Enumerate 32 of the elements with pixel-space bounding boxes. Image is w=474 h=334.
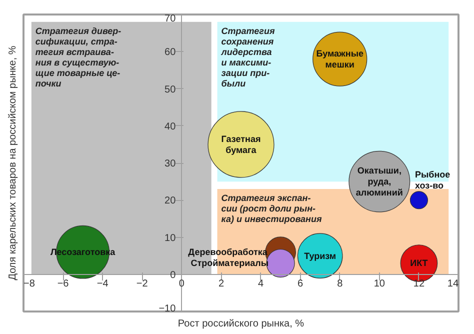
x-tick-label: 12: [413, 278, 425, 290]
band-label: Стратегия дивер- сификации, стра- тегия встраива- ния в существую- щие товарные це- почки: [35, 26, 122, 88]
x-tick-label: 10: [374, 278, 386, 290]
y-axis-title: Доля карельских товаров на российском рынке, %: [8, 46, 18, 280]
band-label: Стратегия экспан- сии (рост доли рын- ка) и инвестирования: [221, 192, 322, 224]
x-tick-label: 8: [337, 278, 344, 290]
y-tick-label: 40: [164, 121, 176, 132]
y-tick-label: 20: [164, 196, 176, 207]
x-tick-label: −8: [24, 278, 36, 290]
x-tick-label: −6: [57, 278, 70, 290]
y-tick-label: −10: [158, 304, 176, 314]
x-tick-label: 4: [258, 278, 264, 290]
y-tick-label: 50: [164, 84, 176, 96]
series-label: ИКТ: [410, 258, 428, 268]
y-tick-label: 10: [164, 232, 176, 244]
x-tick-label: 6: [298, 278, 304, 290]
y-tick-label: 70: [164, 14, 176, 24]
x-tick-label: 0: [178, 278, 185, 290]
x-axis-title: Рост российского рынка, %: [178, 318, 304, 330]
series-label: Туризм: [304, 250, 336, 261]
series-label: Газетная бумага: [221, 134, 261, 155]
band-label: Стратегия сохранения лидерства и максими- зации при- были: [220, 26, 276, 88]
series-label: Рыбное хоз-во: [414, 169, 450, 190]
x-tick-label: −4: [96, 278, 109, 290]
y-tick-label: 0: [170, 270, 176, 281]
series-label: Окатыши, руда, алюминий: [356, 166, 403, 198]
y-tick-label: 30: [164, 158, 176, 170]
series-label: Бумажные мешки: [316, 48, 364, 70]
x-tick-label: 2: [218, 278, 224, 290]
x-tick-label: 14: [447, 278, 459, 290]
y-tick-label: 60: [164, 47, 176, 58]
x-tick-label: −2: [136, 278, 148, 290]
